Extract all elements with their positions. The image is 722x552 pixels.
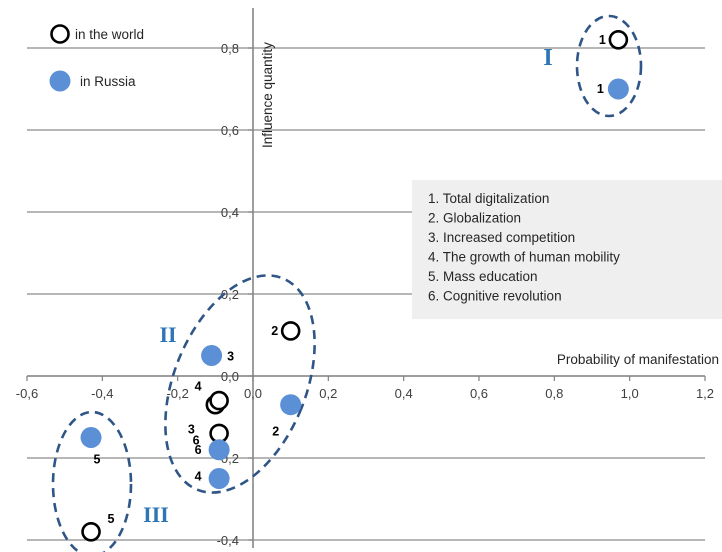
y-tick-label: 0,0 xyxy=(221,369,239,384)
x-tick-label: 1,2 xyxy=(696,386,714,401)
x-tick-label: -0,6 xyxy=(16,386,38,401)
russia-point xyxy=(607,78,629,100)
russia-point xyxy=(201,345,223,366)
y-tick-label: -0,4 xyxy=(217,533,239,548)
cluster-label: II xyxy=(159,322,176,347)
point-label: 3 xyxy=(188,423,195,437)
point-label: 1 xyxy=(597,82,604,96)
x-axis-label: Probability of manifestation xyxy=(557,352,719,367)
x-tick-label: 0,2 xyxy=(319,386,337,401)
cluster-ellipse xyxy=(51,410,133,552)
x-tick-labels: -0,6 -0,4 -0,2 0,0 0,2 0,4 0,6 0,8 1,0 1,2 xyxy=(16,376,714,401)
point-label: 2 xyxy=(272,425,279,439)
data-points: 1 2 3 4 5 6 1 2 3 4 5 6 xyxy=(80,29,629,542)
legend-world-label: in the world xyxy=(75,27,144,42)
x-tick-label: 0,4 xyxy=(395,386,413,401)
point-label: 4 xyxy=(195,470,202,484)
factors-box: 1. Total digitalization 2. Globalization 3… xyxy=(412,180,722,319)
y-tick-labels: -0,4-0,20,00,20,40,60,8 xyxy=(217,41,253,548)
point-label: 1 xyxy=(599,33,606,47)
factor-item: 6. Cognitive revolution xyxy=(428,289,562,304)
russia-point xyxy=(280,394,302,416)
x-tick-label: 0,0 xyxy=(244,386,262,401)
legend: in the world in Russia xyxy=(49,24,144,92)
cluster-label: III xyxy=(143,502,169,527)
x-tick-label: 1,0 xyxy=(621,386,639,401)
cluster-ellipse xyxy=(164,274,316,494)
russia-point xyxy=(80,427,102,448)
factor-item: 5. Mass education xyxy=(428,269,538,284)
point-label: 4 xyxy=(195,380,202,394)
y-tick-label: 0,4 xyxy=(221,205,239,220)
world-point xyxy=(608,29,629,50)
x-tick-label: 0,6 xyxy=(470,386,488,401)
factors-box-background xyxy=(412,180,722,319)
world-point xyxy=(81,521,101,542)
world-point xyxy=(280,321,301,341)
point-label: 5 xyxy=(94,453,101,467)
point-label: 5 xyxy=(108,512,115,526)
point-label: 6 xyxy=(195,443,202,457)
world-point xyxy=(209,390,229,411)
grid-lines xyxy=(27,47,705,541)
legend-russia-marker xyxy=(49,70,71,92)
point-label: 2 xyxy=(271,324,278,338)
y-tick-label: 0,6 xyxy=(221,123,239,138)
point-label: 6 xyxy=(193,433,200,447)
x-tick-label: -0,4 xyxy=(91,386,113,401)
x-tick-label: 0,8 xyxy=(545,386,563,401)
legend-russia-label: in Russia xyxy=(80,74,136,89)
factor-item: 2. Globalization xyxy=(428,211,521,226)
y-axis-label: Influence quantity xyxy=(260,42,275,148)
legend-world-marker xyxy=(50,24,70,44)
russia-point xyxy=(208,439,230,461)
russia-point xyxy=(208,468,230,489)
factor-item: 4. The growth of human mobility xyxy=(428,250,620,265)
x-tick-label: -0,2 xyxy=(166,386,188,401)
y-tick-label: 0,2 xyxy=(221,287,239,302)
cluster-label: I xyxy=(543,45,552,71)
y-tick-label: 0,8 xyxy=(221,41,239,56)
factor-item: 3. Increased competition xyxy=(428,230,575,245)
cluster-ellipse xyxy=(575,14,643,118)
factor-item: 1. Total digitalization xyxy=(428,191,549,206)
point-label: 3 xyxy=(227,350,234,364)
